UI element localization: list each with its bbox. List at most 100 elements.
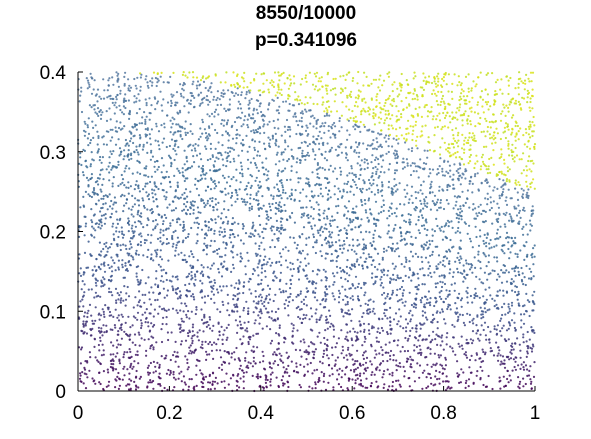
data-point <box>93 193 96 196</box>
data-point <box>202 75 205 78</box>
data-point <box>474 173 477 176</box>
data-point <box>448 289 451 293</box>
data-point <box>387 150 390 154</box>
data-point <box>513 326 517 330</box>
data-point <box>431 118 434 121</box>
data-point <box>172 133 175 136</box>
data-point <box>219 226 222 229</box>
data-point <box>91 221 94 224</box>
data-point <box>300 116 303 119</box>
data-point <box>112 359 115 363</box>
data-point <box>206 139 209 142</box>
data-point <box>97 326 100 329</box>
data-point <box>192 255 195 259</box>
data-point <box>405 260 408 264</box>
data-point <box>116 74 119 77</box>
data-point <box>211 155 214 158</box>
data-point <box>407 358 410 361</box>
data-point <box>301 77 304 81</box>
data-point <box>330 253 333 256</box>
data-point <box>270 367 273 370</box>
data-point <box>508 154 511 157</box>
data-point <box>521 195 524 198</box>
data-point <box>181 171 184 174</box>
data-point <box>406 192 409 195</box>
data-point <box>465 273 468 276</box>
data-point <box>325 159 329 162</box>
data-point <box>116 93 119 97</box>
data-point <box>138 377 141 380</box>
data-point <box>134 84 137 87</box>
data-point <box>304 96 307 99</box>
data-point <box>497 206 500 209</box>
data-point <box>517 273 521 276</box>
data-point <box>104 217 107 220</box>
data-point <box>324 306 327 309</box>
data-point <box>92 159 95 162</box>
data-point <box>347 200 351 203</box>
data-point <box>367 106 370 109</box>
data-point <box>529 229 532 232</box>
data-point <box>167 308 170 311</box>
data-point <box>303 350 306 353</box>
data-point <box>286 159 289 163</box>
data-point <box>355 252 358 255</box>
data-point <box>407 132 410 135</box>
data-point <box>383 291 386 295</box>
data-point <box>457 208 460 211</box>
data-point <box>339 170 343 173</box>
data-point <box>513 365 516 369</box>
data-point <box>235 74 239 78</box>
data-point <box>255 332 258 335</box>
data-point <box>513 312 516 315</box>
data-point <box>111 165 115 168</box>
data-point <box>81 171 85 174</box>
data-point <box>322 212 325 215</box>
data-point <box>210 239 213 242</box>
data-point <box>466 189 469 192</box>
data-point <box>88 83 91 86</box>
data-point <box>423 200 426 203</box>
data-point <box>100 354 103 357</box>
data-point <box>124 144 127 147</box>
data-point <box>297 181 300 184</box>
data-point <box>320 279 323 282</box>
data-point <box>400 263 403 266</box>
data-point <box>243 200 246 204</box>
data-point <box>320 371 323 374</box>
data-point <box>169 75 172 78</box>
data-point <box>459 207 462 210</box>
data-point <box>405 158 408 161</box>
data-point <box>442 79 445 82</box>
data-point <box>523 276 526 279</box>
data-point <box>247 113 251 116</box>
data-point <box>219 310 222 313</box>
data-point <box>176 275 179 278</box>
data-point <box>321 122 324 125</box>
data-point <box>360 200 363 203</box>
data-point <box>505 211 508 214</box>
data-point <box>367 110 370 113</box>
data-point <box>156 102 159 105</box>
data-point <box>202 274 205 278</box>
data-point <box>130 362 133 365</box>
data-point <box>447 90 450 93</box>
data-point <box>363 168 366 171</box>
data-point <box>495 232 499 235</box>
data-point <box>237 222 240 225</box>
data-point <box>517 78 521 81</box>
data-point <box>427 140 430 143</box>
data-point <box>505 280 509 283</box>
data-point <box>124 106 127 110</box>
data-point <box>371 325 374 328</box>
data-point <box>139 89 142 92</box>
data-point <box>188 71 191 74</box>
data-point <box>431 228 434 231</box>
data-point <box>207 388 210 391</box>
data-point <box>119 108 122 112</box>
data-point <box>357 299 361 302</box>
data-point <box>281 226 284 229</box>
data-point <box>109 139 112 142</box>
data-point <box>273 186 276 189</box>
data-point <box>329 164 332 167</box>
